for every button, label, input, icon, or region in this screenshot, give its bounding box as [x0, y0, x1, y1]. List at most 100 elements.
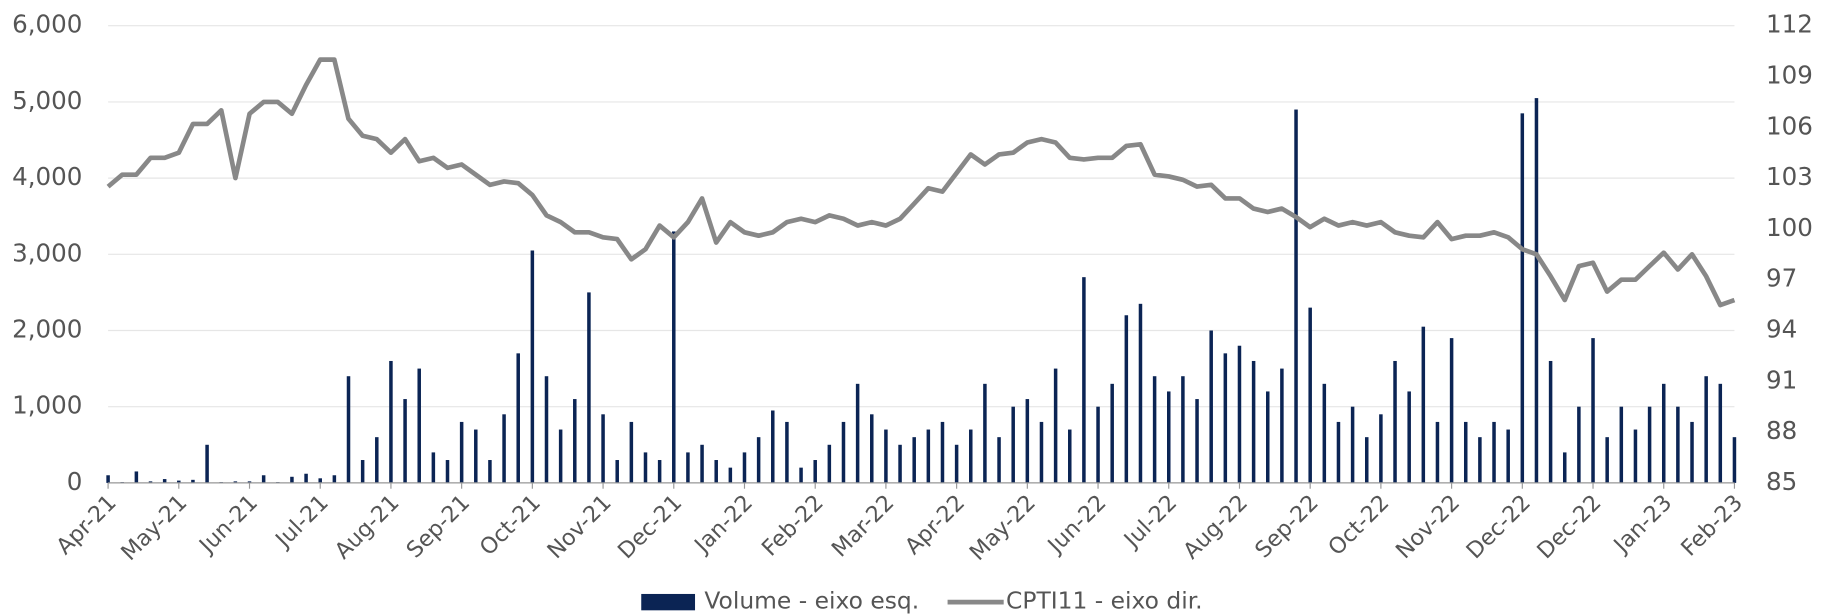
- x-tick-label: Aug-21: [330, 490, 405, 565]
- bar: [1251, 360, 1256, 483]
- bar: [629, 421, 634, 483]
- x-tick-label: Feb-23: [1676, 490, 1748, 562]
- bar: [459, 421, 464, 483]
- x-tick-label: Jul-21: [269, 490, 333, 554]
- bar: [1704, 376, 1708, 483]
- y2-tick-label: 85: [1766, 467, 1797, 496]
- bar: [657, 460, 662, 483]
- bar: [474, 429, 478, 483]
- bar: [558, 429, 563, 483]
- bar: [855, 383, 860, 483]
- y2-tick-label: 97: [1766, 264, 1797, 293]
- bar: [983, 383, 987, 483]
- y2-tick-label: 109: [1766, 61, 1813, 90]
- bar: [615, 460, 619, 483]
- bar: [1308, 307, 1312, 483]
- bar: [318, 478, 322, 483]
- y2-tick-label: 94: [1766, 314, 1797, 343]
- bar: [1011, 406, 1015, 483]
- bar: [1478, 437, 1482, 483]
- bar: [417, 368, 421, 483]
- bar: [290, 476, 294, 483]
- bar: [1492, 421, 1496, 483]
- bar: [940, 421, 945, 483]
- y-tick-label: 4,000: [12, 162, 82, 191]
- x-tick-label: Apr-21: [51, 490, 121, 560]
- bar: [870, 414, 874, 483]
- x-tick-label: Sep-21: [402, 490, 476, 564]
- bar: [304, 473, 308, 483]
- bar: [148, 481, 153, 483]
- bar: [771, 410, 775, 483]
- bar: [1393, 360, 1397, 483]
- bar: [1407, 391, 1411, 483]
- bar: [1676, 406, 1680, 483]
- x-tick-label: Jan-22: [688, 490, 758, 560]
- bar: [1449, 338, 1454, 483]
- bar: [1336, 421, 1341, 483]
- x-tick-label: Aug-22: [1178, 490, 1253, 565]
- bar: [1039, 421, 1044, 483]
- x-tick-label: Oct-21: [475, 490, 546, 561]
- x-tick-label: Jun-22: [1042, 490, 1112, 560]
- bar: [177, 480, 181, 483]
- bar: [1068, 429, 1072, 483]
- y-tick-label: 5,000: [12, 86, 82, 115]
- bar: [1152, 376, 1157, 483]
- x-tick-label: Apr-22: [900, 490, 970, 560]
- bar: [756, 437, 761, 483]
- bar: [346, 376, 351, 483]
- bar: [1690, 421, 1694, 483]
- bar: [233, 481, 238, 483]
- bar: [375, 437, 379, 483]
- x-tick-label: May-21: [116, 490, 192, 566]
- bar: [601, 414, 605, 483]
- x-tick-label: Nov-21: [542, 490, 616, 564]
- bar: [1633, 429, 1638, 483]
- bar: [1025, 399, 1030, 483]
- bar: [1647, 406, 1652, 483]
- x-tick-label: Dec-22: [1532, 490, 1606, 564]
- x-tick-label: Nov-22: [1391, 490, 1465, 564]
- y-tick-label: 1,000: [12, 391, 82, 420]
- bar: [544, 376, 549, 483]
- bar: [785, 421, 789, 483]
- line: [106, 57, 1736, 308]
- bar: [389, 360, 393, 483]
- x-tick-label: Dec-21: [613, 490, 687, 564]
- bar: [431, 452, 436, 483]
- bar: [1209, 330, 1213, 483]
- bar: [205, 444, 209, 483]
- legend-label: Volume - eixo esq.: [704, 587, 919, 615]
- bar: [969, 429, 973, 483]
- y-tick-label: 0: [67, 467, 83, 496]
- bar: [1053, 368, 1058, 483]
- bar: [502, 414, 506, 483]
- bar: [813, 460, 817, 483]
- bar: [1435, 421, 1440, 483]
- bar: [912, 437, 916, 483]
- bar: [954, 444, 959, 483]
- bar: [247, 481, 252, 483]
- bar: [1718, 383, 1723, 483]
- bar: [728, 467, 733, 483]
- bar: [1534, 98, 1539, 483]
- bar: [1364, 437, 1369, 483]
- bar: [445, 460, 450, 483]
- bar: [841, 421, 846, 483]
- bar: [700, 444, 704, 483]
- bar: [587, 292, 591, 483]
- bar: [1421, 326, 1426, 483]
- bar: [1591, 338, 1595, 483]
- bar: [332, 475, 337, 483]
- bar: [714, 460, 718, 483]
- bar: [516, 353, 520, 483]
- y2-tick-label: 103: [1766, 162, 1813, 191]
- bar: [827, 444, 832, 483]
- bar: [1605, 437, 1609, 483]
- bar: [1661, 383, 1666, 483]
- y-tick-label: 3,000: [12, 238, 82, 267]
- y-tick-label: 2,000: [12, 314, 82, 343]
- bar: [1096, 406, 1100, 483]
- bar: [686, 452, 690, 483]
